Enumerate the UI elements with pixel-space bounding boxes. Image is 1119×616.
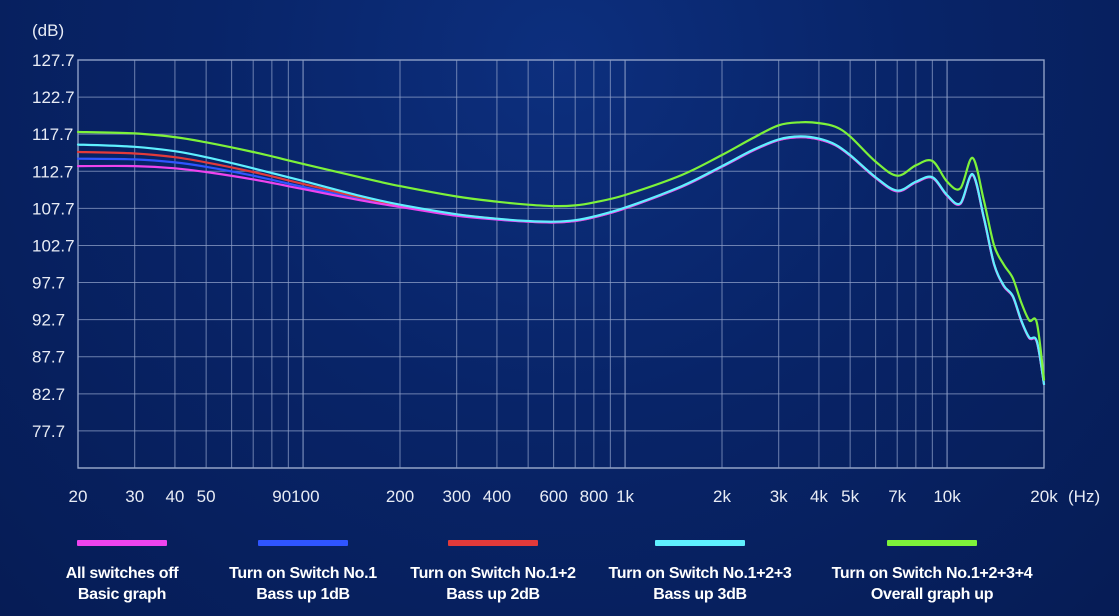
legend-swatch [77,540,167,546]
x-tick-label: 20 [69,487,88,506]
x-tick-label: 200 [386,487,414,506]
x-tick-label: 3k [770,487,788,506]
legend-swatch [655,540,745,546]
legend-label: Turn on Switch No.1+2 [410,565,576,582]
x-tick-label: 300 [443,487,471,506]
axis-ticks: 127.7 122.7 117.7 112.7 107.7 102.7 97.7 92.7 87… [32,51,1058,506]
x-tick-label: 90100 [272,487,319,506]
x-tick-label: 600 [539,487,567,506]
x-tick-label: 2k [713,487,731,506]
legend-label: All switches off [65,565,179,582]
x-tick-label: 800 [580,487,608,506]
legend-label: Turn on Switch No.1+2+3 [608,565,792,582]
y-tick-label: 127.7 [32,51,75,70]
legend: All switches off Basic graph Turn on Swi… [0,530,1119,616]
y-tick-label: 107.7 [32,199,75,218]
x-tick-label: 1k [616,487,634,506]
legend-sublabel: Bass up 2dB [446,586,540,603]
x-tick-label: 400 [483,487,511,506]
legend-label: Turn on Switch No.1+2+3+4 [831,565,1033,582]
series-lines [76,121,1046,386]
series-line-0 [76,135,1046,386]
legend-sublabel: Bass up 1dB [256,586,350,603]
x-tick-label: 10k [933,487,961,506]
legend-label: Turn on Switch No.1 [229,565,377,582]
x-tick-label: 40 [165,487,184,506]
legend-sublabel: Bass up 3dB [653,586,747,603]
y-tick-label: 82.7 [32,385,65,404]
legend-swatch [258,540,348,546]
y-tick-label: 97.7 [32,274,65,293]
legend-sublabel: Basic graph [77,586,167,603]
legend-swatch [887,540,977,546]
y-tick-label: 117.7 [32,125,73,144]
legend-item-switch-1-2-3-4: Turn on Switch No.1+2+3+4 Overall graph … [822,530,1042,605]
x-tick-label: 5k [841,487,859,506]
y-tick-label: 102.7 [32,236,75,255]
x-tick-label: 30 [125,487,144,506]
x-tick-label: 20k [1030,487,1058,506]
legend-sublabel: Overall graph up [870,586,994,603]
legend-item-switch-1-2-3: Turn on Switch No.1+2+3 Bass up 3dB [590,530,810,605]
y-tick-label: 77.7 [32,422,65,441]
x-axis-unit-label: (Hz) [1068,487,1100,506]
y-axis-unit-label: (dB) [32,21,64,40]
series-line-4 [76,121,1046,381]
y-tick-label: 87.7 [32,348,65,367]
grid [77,59,1045,469]
y-tick-label: 92.7 [32,311,65,330]
x-tick-label: 50 [197,487,216,506]
legend-item-all-switches-off: All switches off Basic graph [12,530,232,605]
legend-item-switch-1: Turn on Switch No.1 Bass up 1dB [193,530,413,605]
x-tick-label: 4k [810,487,828,506]
legend-item-switch-1-2: Turn on Switch No.1+2 Bass up 2dB [383,530,603,605]
x-tick-label: 7k [888,487,906,506]
plot-frame [77,59,1045,469]
series-line-3 [76,135,1046,386]
y-tick-label: 112.7 [32,162,73,181]
legend-swatch [448,540,538,546]
y-tick-label: 122.7 [32,88,75,107]
